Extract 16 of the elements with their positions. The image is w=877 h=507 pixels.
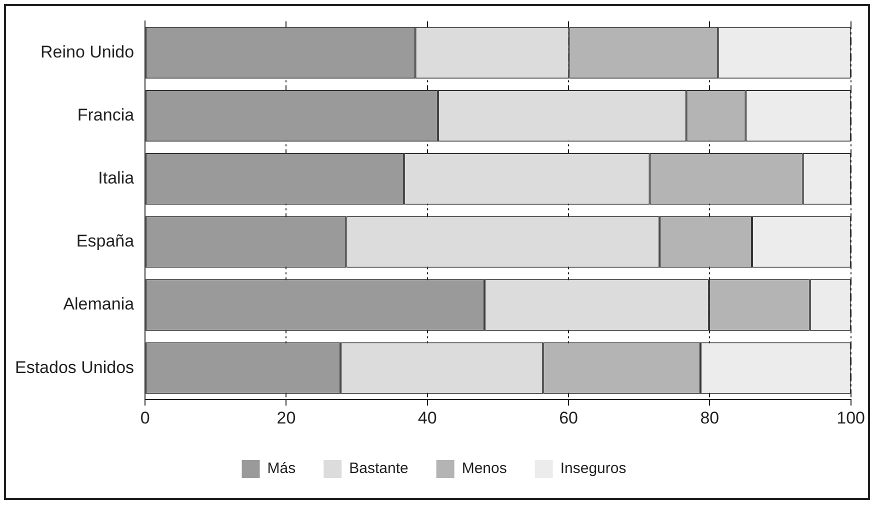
- legend-label: Bastante: [349, 460, 408, 478]
- x-tick-label: 100: [836, 408, 866, 428]
- x-tick-label: 40: [418, 408, 437, 428]
- y-tick-label: España: [76, 232, 135, 251]
- legend-label: Más: [267, 460, 296, 478]
- y-tick-label: Francia: [77, 105, 135, 124]
- legend-label: Menos: [462, 460, 507, 478]
- legend-label: Inseguros: [560, 460, 626, 478]
- x-tick-label: 80: [700, 408, 720, 428]
- y-tick-label: Estados Unidos: [14, 358, 134, 377]
- y-tick-label: Alemania: [63, 294, 135, 314]
- y-tick-label: Italia: [98, 168, 135, 188]
- x-tick-label: 0: [140, 408, 150, 428]
- x-tick-label: 60: [559, 408, 578, 428]
- y-tick-label: Reino Unido: [40, 42, 134, 62]
- x-tick-label: 20: [276, 408, 296, 428]
